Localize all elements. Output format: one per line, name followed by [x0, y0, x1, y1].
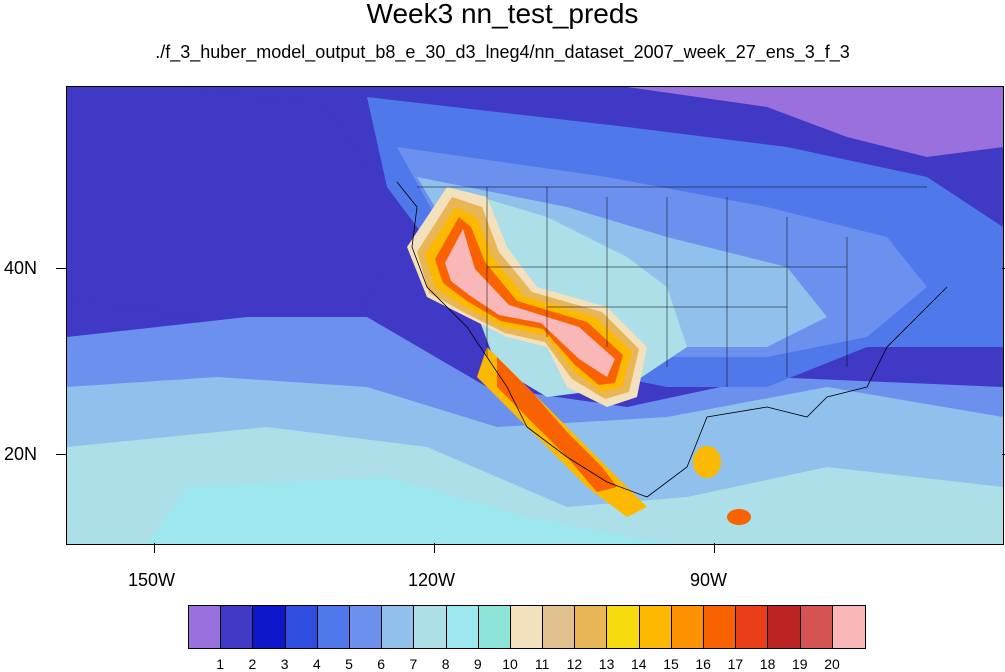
colorbar-tick-label: 16 — [695, 656, 711, 672]
colorbar-swatch — [510, 606, 544, 648]
lat-tick-right-20n — [1002, 454, 1005, 455]
precip-field — [67, 87, 1003, 544]
colorbar-swatch — [704, 606, 737, 648]
colorbar-swatch — [349, 606, 383, 648]
lat-label-40n: 40N — [4, 258, 38, 278]
colorbar-swatch — [414, 606, 447, 648]
lon-label-120w: 120W — [408, 570, 456, 590]
lon-label-90w: 90W — [690, 570, 728, 590]
colorbar-tick-label: 15 — [663, 656, 679, 672]
colorbar-swatch — [478, 606, 511, 648]
map-panel — [66, 86, 1004, 545]
lat-tick-40n — [56, 268, 66, 269]
colorbar-swatch — [671, 606, 704, 648]
colorbar-tick-label: 10 — [502, 656, 518, 672]
colorbar-swatch — [639, 606, 672, 648]
colorbar-swatch — [543, 606, 576, 648]
lon-tick-120w — [434, 543, 435, 553]
plot-title: Week3 nn_test_preds — [366, 0, 639, 29]
colorbar-tick-label: 18 — [759, 656, 776, 672]
lat-tick-20n — [56, 454, 66, 455]
lon-label-150w: 150W — [128, 570, 176, 590]
colorbar-swatch — [607, 606, 640, 648]
colorbar-tick-label: 1 — [216, 656, 225, 672]
colorbar-swatch — [446, 606, 479, 648]
colorbar-tick-label: 9 — [473, 656, 482, 672]
colorbar-tick-label: 2 — [248, 656, 257, 672]
colorbar-swatch — [800, 606, 833, 648]
colorbar-swatch — [221, 606, 254, 648]
colorbar-tick-label: 7 — [409, 656, 418, 672]
colorbar-swatch — [736, 606, 769, 648]
colorbar — [188, 605, 866, 649]
lon-tick-150w — [154, 543, 155, 553]
colorbar-swatch — [832, 606, 865, 648]
colorbar-tick-label: 6 — [377, 656, 386, 672]
plot-subtitle: ./f_3_huber_model_output_b8_e_30_d3_lneg… — [155, 42, 850, 62]
colorbar-swatch — [382, 606, 415, 648]
colorbar-swatch — [285, 606, 318, 648]
colorbar-swatch — [189, 606, 222, 648]
colorbar-tick-label: 17 — [727, 656, 744, 672]
colorbar-swatch — [768, 606, 801, 648]
lat-label-20n: 20N — [4, 444, 38, 464]
colorbar-tick-label: 12 — [566, 656, 583, 672]
lon-tick-90w — [714, 543, 715, 553]
colorbar-tick-label: 20 — [824, 656, 840, 672]
colorbar-swatch — [317, 606, 350, 648]
colorbar-tick-label: 3 — [280, 656, 289, 672]
lat-tick-right-40n — [1002, 268, 1005, 269]
colorbar-tick-label: 14 — [631, 656, 647, 672]
colorbar-tick-label: 11 — [534, 656, 550, 672]
colorbar-tick-label: 5 — [345, 656, 353, 672]
colorbar-tick-label: 19 — [792, 656, 808, 672]
colorbar-swatch — [575, 606, 608, 648]
colorbar-tick-label: 4 — [312, 656, 321, 672]
colorbar-tick-label: 13 — [598, 656, 615, 672]
colorbar-swatch — [253, 606, 286, 648]
colorbar-tick-label: 8 — [441, 656, 450, 672]
